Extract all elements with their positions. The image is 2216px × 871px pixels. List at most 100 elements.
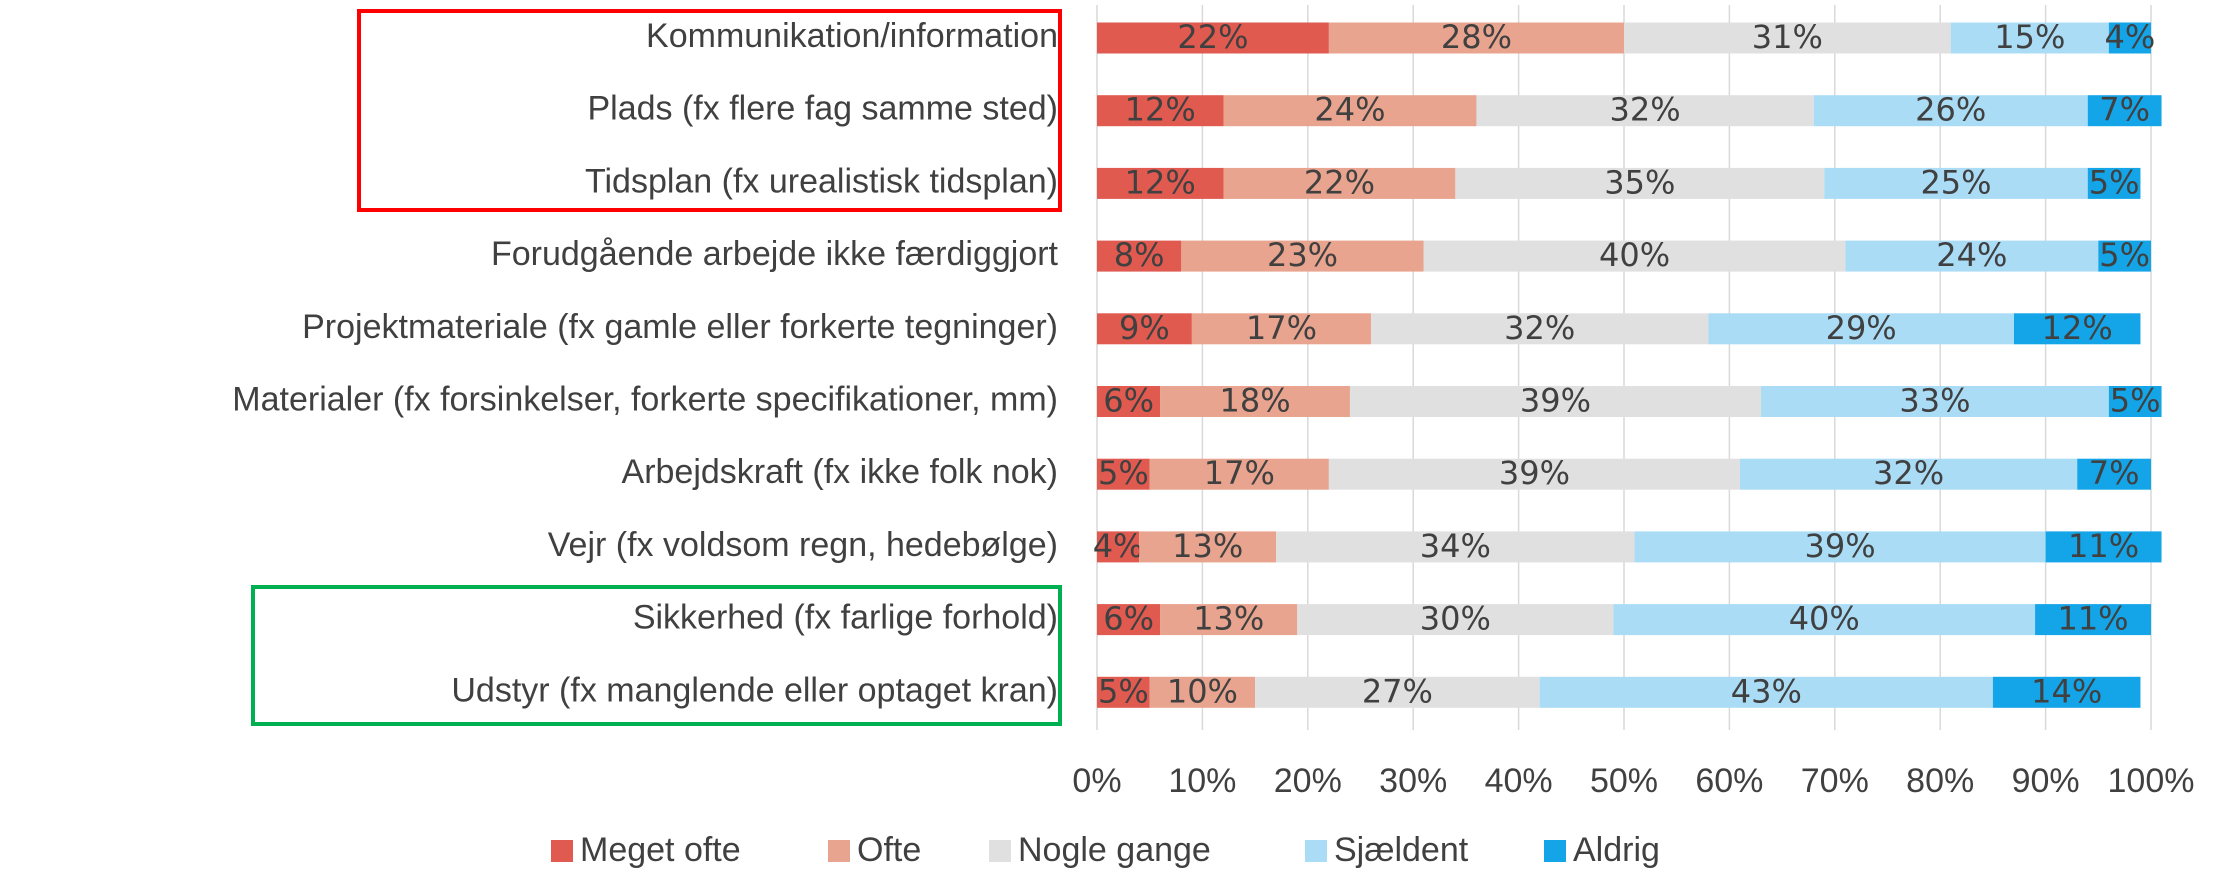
bar-segment <box>1097 95 1224 127</box>
bar-segment <box>1149 676 1256 708</box>
bar-segment <box>2087 167 2141 199</box>
x-tick-label: 60% <box>1695 762 1763 800</box>
bar-segment <box>1255 676 1540 708</box>
data-label: 23% <box>1267 236 1338 274</box>
legend-swatch <box>989 840 1011 862</box>
bar-segment <box>1328 458 1740 490</box>
bar-segment <box>2108 22 2151 54</box>
data-label: 4% <box>2105 18 2156 56</box>
data-label: 40% <box>1599 236 1670 274</box>
data-label: 7% <box>2089 454 2140 492</box>
bar-segment <box>1328 22 1624 54</box>
data-label: 29% <box>1826 309 1897 347</box>
bar-segment <box>1191 313 1372 345</box>
data-label: 30% <box>1420 600 1491 638</box>
legend-label: Ofte <box>857 831 921 869</box>
legend-swatch <box>1305 840 1327 862</box>
bar-segment <box>1149 458 1329 490</box>
category-label: Tidsplan (fx urealistisk tidsplan) <box>585 162 1058 200</box>
bar-segment <box>1845 240 2099 272</box>
data-label: 34% <box>1420 527 1491 565</box>
data-label: 10% <box>1167 672 1238 710</box>
bar-segment <box>1708 313 2014 345</box>
data-label: 6% <box>1103 382 1154 420</box>
data-label: 12% <box>2042 309 2113 347</box>
data-label: 17% <box>1246 309 1317 347</box>
data-label: 11% <box>2057 600 2128 638</box>
x-tick-label: 90% <box>2012 762 2080 800</box>
bar-segment <box>2087 95 2162 127</box>
bar-segment <box>1423 240 1846 272</box>
highlight-box-red <box>357 9 1062 212</box>
bar-segment <box>1160 604 1298 636</box>
category-label: Kommunikation/information <box>646 17 1058 55</box>
data-label: 27% <box>1362 672 1433 710</box>
data-label: 5% <box>2099 236 2150 274</box>
bar-segment <box>2108 386 2162 417</box>
data-label: 22% <box>1304 163 1375 201</box>
category-label: Udstyr (fx manglende eller optaget kran) <box>451 671 1058 709</box>
data-label: 35% <box>1604 163 1675 201</box>
x-tick-label: 40% <box>1485 762 1553 800</box>
bar-segment <box>1824 167 2088 199</box>
bar-segment <box>1297 604 1614 636</box>
bar-segment <box>1371 313 1709 345</box>
data-label: 4% <box>1093 527 1144 565</box>
x-tick-label: 30% <box>1379 762 1447 800</box>
category-label: Vejr (fx voldsom regn, hedebølge) <box>548 526 1058 564</box>
x-tick-label: 50% <box>1590 762 1658 800</box>
legend-label: Meget ofte <box>580 831 741 869</box>
data-label: 12% <box>1125 163 1196 201</box>
data-label: 5% <box>1098 672 1149 710</box>
bar-segment <box>2013 313 2141 345</box>
bar-segment <box>1739 458 2078 490</box>
bar-segment <box>1455 167 1825 199</box>
bar-segment <box>1539 676 1993 708</box>
data-label: 24% <box>1314 91 1385 129</box>
x-tick-label: 100% <box>2108 762 2195 800</box>
data-label: 9% <box>1119 309 1170 347</box>
data-label: 39% <box>1805 527 1876 565</box>
data-label: 33% <box>1899 382 1970 420</box>
bar-segment <box>1624 22 1951 54</box>
bar-segment <box>2077 458 2151 490</box>
data-label: 39% <box>1520 382 1591 420</box>
data-label: 22% <box>1177 18 1248 56</box>
bar-segment <box>1813 95 2088 127</box>
data-label: 15% <box>1994 18 2065 56</box>
category-label: Plads (fx flere fag samme sted) <box>587 90 1058 128</box>
bar-segment <box>1950 22 2109 54</box>
bar-segment <box>1097 604 1161 636</box>
bar-segment <box>1634 531 2046 563</box>
data-label: 26% <box>1915 91 1986 129</box>
bar-segment <box>2035 604 2151 636</box>
data-label: 6% <box>1103 600 1154 638</box>
category-label: Arbejdskraft (fx ikke folk nok) <box>622 453 1058 491</box>
data-label: 13% <box>1172 527 1243 565</box>
data-label: 32% <box>1504 309 1575 347</box>
bar-segment <box>1476 95 1814 127</box>
bar-segment <box>1276 531 1635 563</box>
x-tick-label: 80% <box>1906 762 1974 800</box>
data-label: 12% <box>1125 91 1196 129</box>
bar-segment <box>2098 240 2151 272</box>
bar-segment <box>1223 95 1477 127</box>
category-label: Forudgående arbejde ikke færdiggjort <box>491 235 1059 273</box>
legend-swatch <box>1544 840 1566 862</box>
data-label: 24% <box>1936 236 2007 274</box>
data-label: 39% <box>1499 454 1570 492</box>
bar-segment <box>1097 167 1224 199</box>
bar-segment <box>1613 604 2036 636</box>
bar-segment <box>1097 313 1192 345</box>
legend-swatch <box>551 840 573 862</box>
data-label: 32% <box>1610 91 1681 129</box>
legend-label: Aldrig <box>1573 831 1660 869</box>
bar-segment <box>1097 531 1140 563</box>
bar-segment <box>1181 240 1424 272</box>
x-tick-label: 70% <box>1801 762 1869 800</box>
x-tick-label: 20% <box>1274 762 1342 800</box>
category-label: Sikkerhed (fx farlige forhold) <box>633 599 1058 637</box>
bar-segment <box>1223 167 1456 199</box>
data-label: 40% <box>1789 600 1860 638</box>
